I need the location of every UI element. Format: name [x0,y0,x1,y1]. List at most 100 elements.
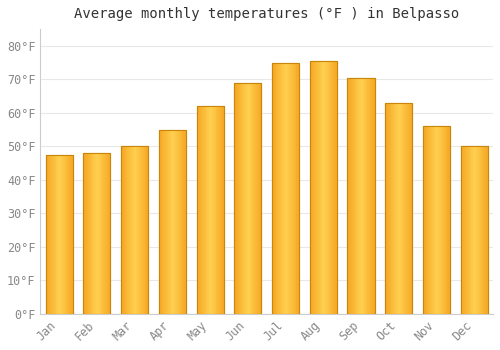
Bar [434,126,436,314]
Bar [172,130,174,314]
Bar [214,106,216,314]
Bar [185,130,186,314]
Bar [449,126,450,314]
Bar [460,146,488,314]
Bar [272,63,299,314]
Bar [122,146,123,314]
Bar [199,106,200,314]
Bar [333,61,334,314]
Bar [48,155,49,314]
Bar [160,130,162,314]
Bar [310,61,337,314]
Bar [352,78,353,314]
Bar [100,153,102,314]
Bar [61,155,62,314]
Bar [103,153,104,314]
Bar [279,63,280,314]
Bar [398,103,400,314]
Bar [95,153,96,314]
Bar [467,146,468,314]
Bar [400,103,402,314]
Bar [234,83,262,314]
Bar [350,78,351,314]
Bar [441,126,442,314]
Bar [70,155,71,314]
Bar [460,146,488,314]
Bar [387,103,388,314]
Bar [385,103,386,314]
Bar [223,106,224,314]
Bar [138,146,139,314]
Bar [250,83,252,314]
Bar [46,155,73,314]
Bar [234,83,235,314]
Bar [49,155,50,314]
Bar [431,126,432,314]
Bar [130,146,131,314]
Bar [51,155,52,314]
Bar [221,106,222,314]
Bar [446,126,448,314]
Bar [370,78,371,314]
Bar [322,61,324,314]
Bar [465,146,466,314]
Bar [468,146,469,314]
Bar [244,83,245,314]
Bar [362,78,363,314]
Bar [328,61,330,314]
Bar [298,63,299,314]
Bar [272,63,273,314]
Bar [385,103,412,314]
Bar [238,83,239,314]
Bar [480,146,482,314]
Bar [360,78,361,314]
Bar [201,106,202,314]
Bar [72,155,73,314]
Bar [334,61,335,314]
Bar [426,126,428,314]
Bar [444,126,446,314]
Bar [200,106,201,314]
Bar [462,146,464,314]
Bar [53,155,54,314]
Bar [54,155,56,314]
Bar [216,106,218,314]
Bar [353,78,354,314]
Bar [394,103,395,314]
Bar [104,153,105,314]
Bar [368,78,369,314]
Bar [133,146,134,314]
Bar [63,155,64,314]
Bar [140,146,141,314]
Bar [84,153,110,314]
Bar [196,106,224,314]
Bar [208,106,209,314]
Bar [165,130,166,314]
Bar [290,63,291,314]
Bar [196,106,198,314]
Bar [482,146,483,314]
Bar [317,61,318,314]
Bar [52,155,53,314]
Bar [286,63,288,314]
Bar [212,106,213,314]
Bar [348,78,374,314]
Bar [213,106,214,314]
Bar [159,130,186,314]
Bar [142,146,143,314]
Bar [258,83,260,314]
Bar [144,146,146,314]
Bar [293,63,294,314]
Bar [327,61,328,314]
Bar [361,78,362,314]
Bar [483,146,484,314]
Bar [260,83,262,314]
Bar [50,155,51,314]
Bar [404,103,405,314]
Bar [292,63,293,314]
Bar [406,103,407,314]
Bar [60,155,61,314]
Bar [136,146,138,314]
Bar [326,61,327,314]
Bar [177,130,178,314]
